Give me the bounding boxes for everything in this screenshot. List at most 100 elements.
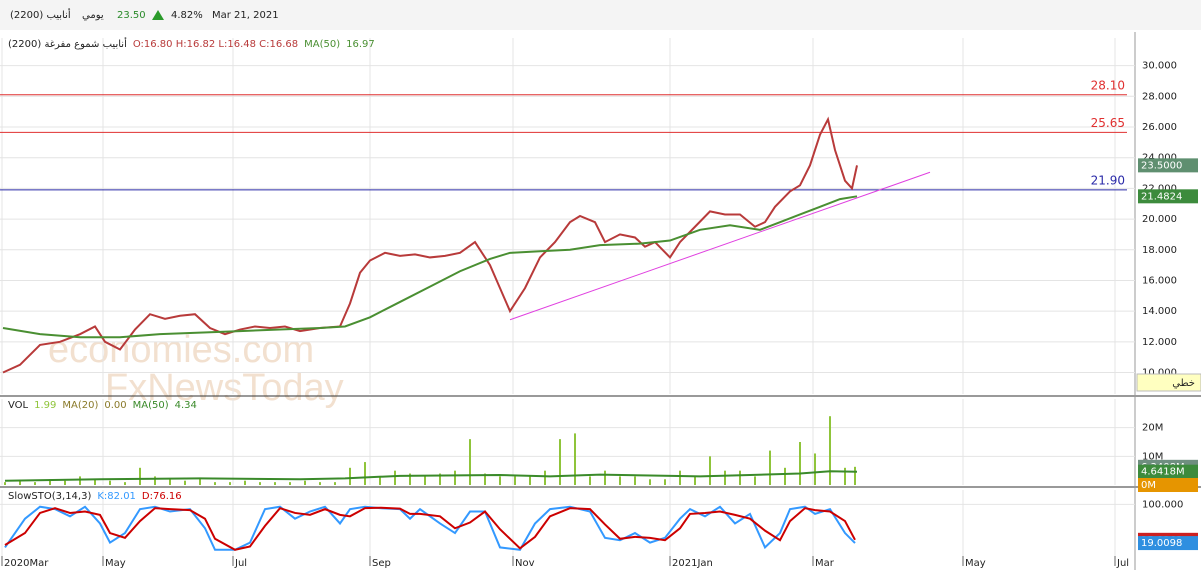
volume-bar — [574, 433, 576, 485]
y-tick-label: 26.000 — [1142, 122, 1177, 133]
volume-bar — [529, 476, 531, 485]
volume-bar — [64, 480, 66, 485]
x-tick-label: 2020Mar — [4, 558, 49, 569]
volume-bar — [454, 470, 456, 485]
volume-bar — [649, 479, 651, 485]
panel-title: SlowSTO(3,14,3) — [8, 491, 91, 502]
value-tag — [1138, 536, 1198, 551]
legend-value: 0.00 — [104, 400, 126, 411]
value-tag-label: 4.6418M — [1141, 467, 1185, 478]
x-tick-label: May — [965, 558, 986, 569]
legend-name: أنابيب شموع مفرغة (2200) — [8, 37, 127, 50]
volume-bar — [139, 467, 141, 485]
value-tag — [1138, 189, 1198, 204]
volume-bar — [214, 482, 216, 485]
legend-value: 16.97 — [346, 39, 375, 50]
volume-bar — [274, 482, 276, 485]
volume-bar — [664, 479, 666, 485]
volume-bar — [19, 480, 21, 485]
volume-bar — [724, 470, 726, 485]
value-tag — [1138, 158, 1198, 173]
volume-bar — [679, 470, 681, 485]
legend-value: 4.34 — [175, 400, 197, 411]
legend-value: K:82.01 — [97, 491, 136, 502]
watermark: economies.com — [48, 329, 314, 371]
volume-bar — [364, 462, 366, 485]
volume-bar — [199, 477, 201, 485]
y-tick-label: 18.000 — [1142, 245, 1177, 256]
y-tick-label: 12.000 — [1142, 337, 1177, 348]
volume-bar — [604, 470, 606, 485]
volume-bar — [349, 467, 351, 485]
y-tick-label: 20M — [1142, 423, 1163, 434]
volume-bar — [244, 480, 246, 485]
level-label: 25.65 — [1091, 116, 1125, 130]
volume-bar — [424, 476, 426, 485]
volume-bar — [589, 476, 591, 485]
legend-value: 1.99 — [34, 400, 56, 411]
volume-bar — [619, 476, 621, 485]
value-tag-label: 0M — [1141, 480, 1156, 491]
watermark: FxNewsToday — [105, 367, 344, 409]
volume-bar — [559, 439, 561, 485]
volume-bar — [439, 473, 441, 485]
trendline — [509, 171, 931, 321]
y-tick-label: 22.000 — [1142, 183, 1177, 194]
series-line — [2, 195, 858, 339]
date: Mar 21, 2021 — [212, 10, 279, 21]
volume-bar — [544, 470, 546, 485]
series-line — [4, 505, 856, 551]
volume-bar — [94, 479, 96, 485]
volume-bar — [799, 442, 801, 485]
volume-bar — [769, 450, 771, 485]
volume-bar — [334, 482, 336, 485]
legend-name: MA(20) — [62, 400, 98, 411]
y-tick-label: 24.000 — [1142, 153, 1177, 164]
y-tick-label: 10M — [1142, 451, 1163, 462]
volume-bar — [634, 476, 636, 485]
volume-bar — [304, 480, 306, 485]
y-tick-label: 10.000 — [1142, 368, 1177, 379]
volume-bar — [34, 482, 36, 485]
volume-bar — [229, 482, 231, 485]
y-tick-label: 16.000 — [1142, 275, 1177, 286]
corner-box — [1136, 373, 1201, 392]
value-tag-label: 23.5000 — [1141, 160, 1182, 171]
y-tick-label: 28.000 — [1142, 91, 1177, 102]
volume-bar — [814, 453, 816, 485]
volume-bar — [289, 482, 291, 485]
volume-bar — [4, 482, 6, 485]
volume-bar — [739, 470, 741, 485]
volume-bar — [844, 467, 846, 485]
volume-bar — [394, 470, 396, 485]
value-tag-label: 21.4824 — [1141, 191, 1182, 202]
x-tick-label: Sep — [372, 558, 391, 569]
volume-bar — [409, 473, 411, 485]
level-label: 21.90 — [1091, 173, 1125, 187]
volume-bar — [469, 439, 471, 485]
legend-value: O:16.80 H:16.82 L:16.48 C:16.68 — [133, 39, 298, 50]
header-bar — [0, 0, 1201, 30]
y-tick-label: 30.000 — [1142, 61, 1177, 72]
volume-bar — [184, 480, 186, 485]
x-tick-label: Mar — [815, 558, 835, 569]
x-tick-label: May — [105, 558, 126, 569]
y-tick-label: 100.000 — [1142, 499, 1183, 510]
y-tick-label: 20.000 — [1142, 214, 1177, 225]
legend-name: VOL — [8, 400, 29, 411]
up-arrow — [152, 10, 164, 20]
volume-bar — [109, 480, 111, 485]
change: 4.82% — [171, 10, 203, 21]
volume-bar — [154, 476, 156, 485]
legend-name: MA(50) — [304, 39, 340, 50]
symbol: أنابيب (2200) — [10, 8, 71, 21]
volume-bar — [79, 476, 81, 485]
volume-bar — [784, 467, 786, 485]
volume-bar — [499, 476, 501, 485]
series-line — [4, 470, 858, 482]
legend-name: MA(50) — [133, 400, 169, 411]
legend-value: D:76.16 — [142, 491, 182, 502]
price: 23.50 — [117, 10, 146, 21]
